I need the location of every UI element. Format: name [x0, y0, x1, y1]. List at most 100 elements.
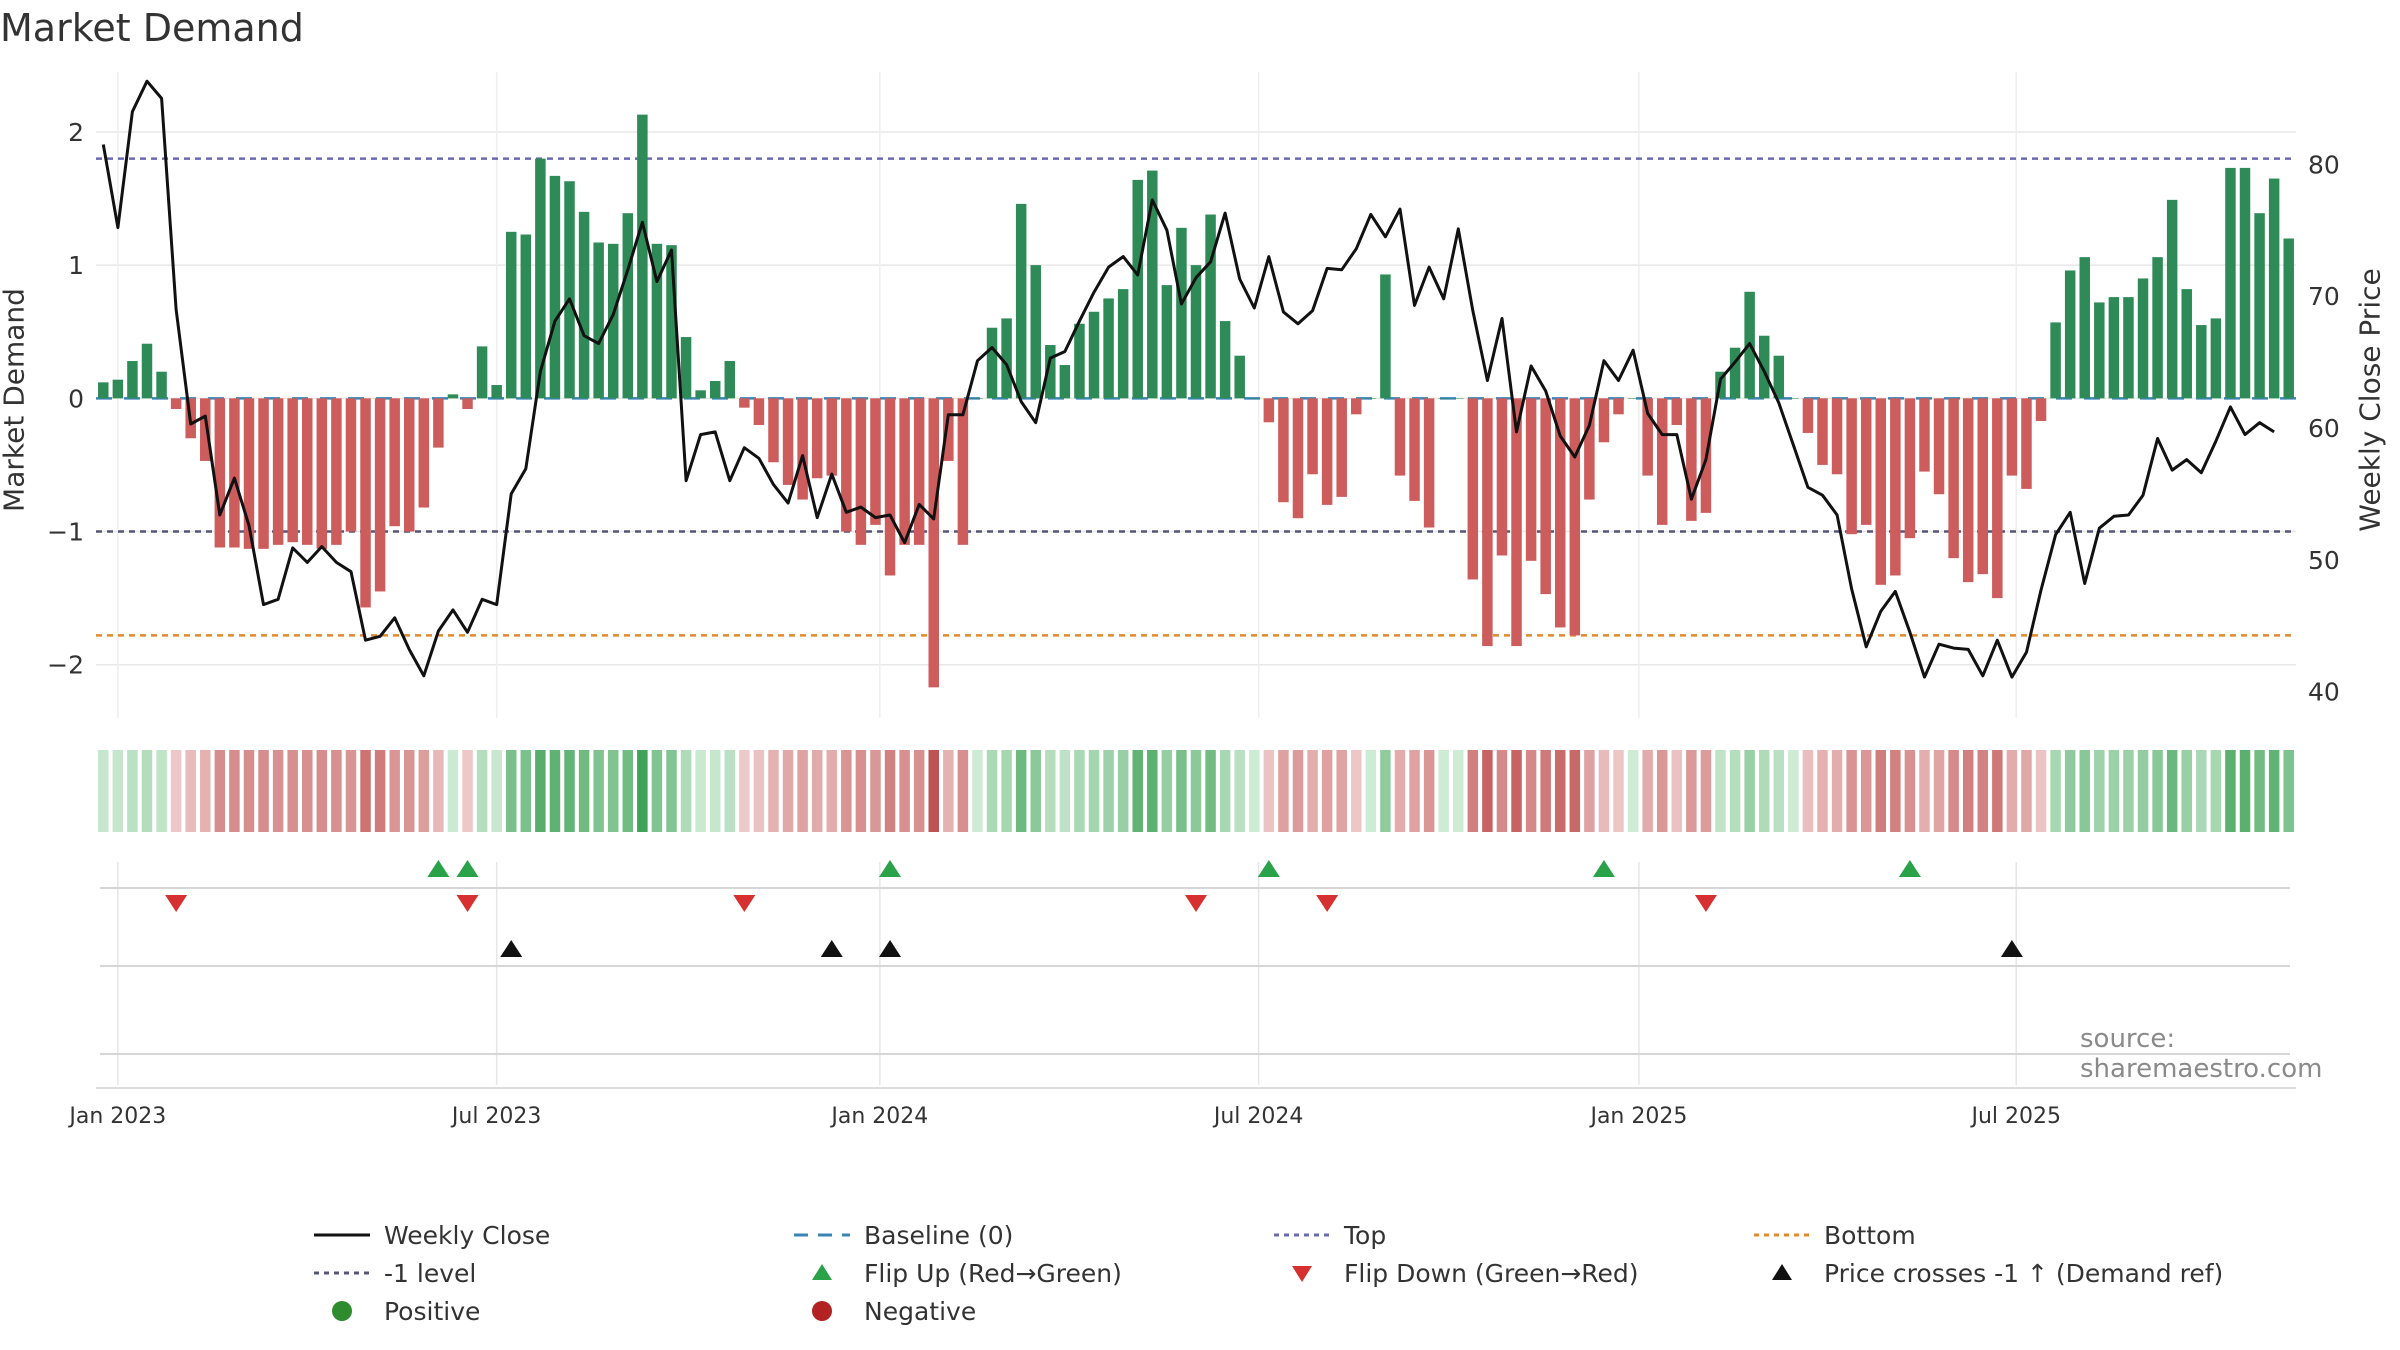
demand-bar	[928, 398, 939, 688]
demand-bar	[1074, 323, 1085, 399]
heat-strip-cell	[331, 750, 342, 832]
flip-down-marker	[1185, 895, 1207, 912]
demand-bar	[1511, 398, 1522, 647]
heat-strip-cell	[666, 750, 677, 832]
heat-strip-cell	[1030, 750, 1041, 832]
event-markers	[100, 860, 2290, 1055]
demand-bar	[1627, 398, 1639, 399]
heat-strip-cell	[258, 750, 269, 832]
heat-strip-cell	[1292, 750, 1304, 832]
demand-bar	[2108, 297, 2120, 399]
heat-strip-cell	[1627, 750, 1639, 832]
flip-down-marker	[165, 895, 188, 912]
demand-bar	[272, 398, 284, 545]
demand-bar	[302, 398, 313, 545]
demand-bar	[1292, 398, 1304, 519]
heat-strip-cell	[185, 750, 196, 832]
demand-bar	[1263, 398, 1275, 423]
demand-bar	[2137, 278, 2149, 399]
heat-strip-cell	[505, 750, 517, 832]
legend-flip-up: Flip Up (Red→Green)	[790, 1258, 1122, 1288]
legend-neg1-swatch	[314, 1271, 370, 1275]
demand-bar	[666, 245, 677, 399]
heat-strip-cell	[2137, 750, 2149, 832]
demand-bar	[2225, 167, 2236, 399]
demand-bar	[360, 398, 371, 608]
cross-up-marker	[879, 940, 902, 957]
heat-strip-cell	[1117, 750, 1129, 832]
heat-strip-cell	[462, 750, 473, 832]
demand-bar	[913, 398, 925, 545]
heat-strip-cell	[913, 750, 925, 832]
legend-label: Price crosses -1 ↑ (Demand ref)	[1824, 1258, 2224, 1288]
green-dot-icon	[332, 1301, 352, 1321]
demand-bar	[564, 181, 575, 399]
legend-bottom: Bottom	[1750, 1220, 1916, 1250]
demand-bar	[112, 379, 124, 399]
demand-bar	[739, 398, 750, 408]
heat-strip-cell	[1336, 750, 1347, 832]
flip-down-marker	[1316, 895, 1339, 912]
demand-bar	[884, 398, 896, 576]
demand-bar	[1147, 170, 1158, 399]
heat-strip-cell	[1307, 750, 1318, 832]
heat-strip-cell	[98, 750, 109, 832]
demand-bar	[374, 398, 386, 592]
heat-strip-cell	[841, 750, 852, 832]
legend-flip-down: Flip Down (Green→Red)	[1270, 1258, 1639, 1288]
demand-bar	[1890, 398, 1901, 576]
legend: Weekly Close Baseline (0) Top Bottom -1 …	[310, 1220, 2270, 1340]
flip-up-marker	[1257, 860, 1280, 877]
triangle-up-black-icon	[1772, 1264, 1792, 1280]
heat-strip-cell	[1831, 750, 1843, 832]
heat-strip-cell	[1554, 750, 1566, 832]
demand-bar	[811, 398, 823, 479]
demand-bar	[943, 398, 954, 461]
demand-bar	[1788, 398, 1799, 399]
demand-bar	[1554, 398, 1566, 628]
heat-strip-cell	[1525, 750, 1537, 832]
demand-bar	[2239, 167, 2251, 399]
demand-bar	[1336, 398, 1347, 497]
heat-strip-cell	[797, 750, 808, 832]
heat-strip-cell	[870, 750, 881, 832]
cross-up-marker	[500, 940, 523, 957]
heat-strip-cell	[535, 750, 546, 832]
demand-bar	[1045, 345, 1056, 399]
legend-label: Weekly Close	[384, 1220, 551, 1250]
legend-label: Negative	[864, 1296, 977, 1326]
demand-bar	[1773, 355, 1785, 399]
demand-bar	[491, 385, 502, 399]
heat-strip-cell	[753, 750, 765, 832]
heat-strip-cell	[1176, 750, 1187, 832]
legend-negative: Negative	[790, 1296, 976, 1326]
demand-bar	[724, 361, 736, 399]
demand-bar	[549, 175, 561, 399]
heat-strip-cell	[1249, 750, 1260, 832]
weekly-close-line	[101, 79, 2275, 679]
axes: 2 1 0 −1 −2 80 70 60 50 40 Jan 2023 Jul 2023 Jan 202…	[47, 118, 2340, 1129]
demand-bar	[2196, 325, 2207, 399]
heat-strip-cell	[2196, 750, 2207, 832]
heat-strip-cell	[1656, 750, 1668, 832]
heat-strip-cell	[2108, 750, 2120, 832]
demand-bar	[535, 158, 546, 399]
demand-bar	[476, 346, 488, 399]
heat-strip-cell	[2035, 750, 2047, 832]
heat-strip-cell	[2050, 750, 2061, 832]
cross-up-marker	[2000, 940, 2023, 957]
demand-bar	[127, 361, 138, 399]
heat-strip-cell	[1351, 750, 1362, 832]
heat-strip	[98, 750, 2294, 832]
heat-strip-cell	[1482, 750, 1493, 832]
heat-strip-cell	[1059, 750, 1071, 832]
demand-bar	[2006, 398, 2018, 476]
heat-strip-cell	[1584, 750, 1595, 832]
demand-bar	[1088, 311, 1100, 399]
heat-strip-cell	[2283, 750, 2294, 832]
heat-strip-cell	[709, 750, 721, 832]
demand-bar	[1453, 398, 1464, 399]
heat-strip-cell	[1015, 750, 1027, 832]
heat-strip-cell	[1904, 750, 1916, 832]
demand-bar	[870, 398, 881, 525]
